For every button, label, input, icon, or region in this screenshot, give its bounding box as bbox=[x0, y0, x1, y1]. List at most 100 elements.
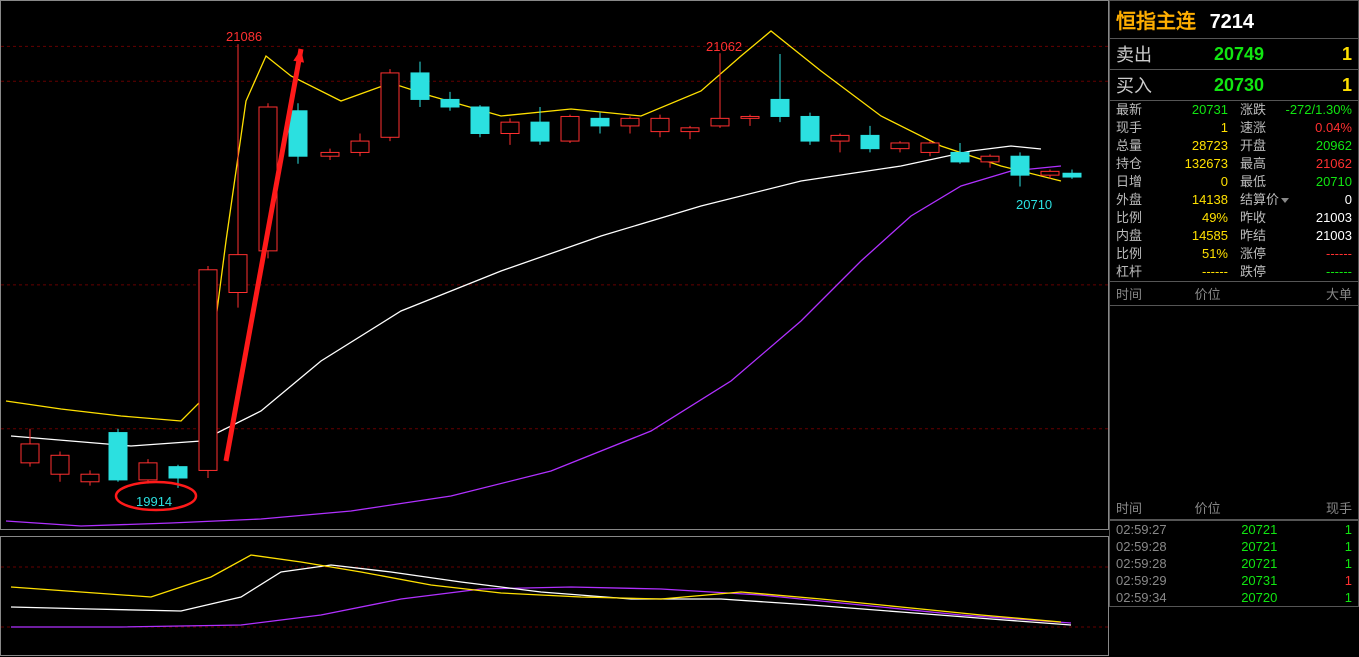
buy-label: 买入 bbox=[1116, 72, 1156, 98]
data-grid-row: 比例 49% 昨收 21003 bbox=[1110, 209, 1358, 227]
data-grid-row: 日增 0 最低 20710 bbox=[1110, 173, 1358, 191]
tick-price: 20721 bbox=[1217, 522, 1301, 537]
tick-row: 02:59:27207211 bbox=[1110, 521, 1358, 538]
grid-value: 14585 bbox=[1192, 227, 1228, 245]
data-grid-row: 外盘 14138 结算价 0 bbox=[1110, 191, 1358, 209]
buy-qty: 1 bbox=[1322, 75, 1352, 96]
grid-value: ------ bbox=[1326, 263, 1352, 281]
tick-price: 20720 bbox=[1217, 590, 1301, 605]
sell-quote[interactable]: 卖出 20749 1 bbox=[1109, 39, 1359, 70]
hdr-time: 时间 bbox=[1116, 284, 1195, 303]
data-grid-row: 内盘 14585 昨结 21003 bbox=[1110, 227, 1358, 245]
main-candlestick-chart[interactable]: 21086 21062 20710 19914 bbox=[0, 0, 1109, 530]
grid-key: 杠杆 bbox=[1116, 263, 1142, 281]
hdr-time2: 时间 bbox=[1116, 498, 1195, 517]
grid-value: 0 bbox=[1345, 191, 1352, 209]
tick-time: 02:59:28 bbox=[1116, 539, 1217, 554]
grid-key: 最新 bbox=[1116, 101, 1142, 119]
tick-row: 02:59:34207201 bbox=[1110, 589, 1358, 606]
ticks-header-top: 时间 价位 大单 bbox=[1109, 282, 1359, 306]
sell-label: 卖出 bbox=[1116, 41, 1156, 67]
grid-value: 21062 bbox=[1316, 155, 1352, 173]
grid-value: ------ bbox=[1202, 263, 1228, 281]
grid-value: 0.04% bbox=[1315, 119, 1352, 137]
tick-price: 20731 bbox=[1217, 573, 1301, 588]
tick-vol: 1 bbox=[1301, 539, 1352, 554]
buy-quote[interactable]: 买入 20730 1 bbox=[1109, 70, 1359, 101]
symbol-title: 恒指主连 7214 bbox=[1109, 0, 1359, 39]
grid-key: 总量 bbox=[1116, 137, 1142, 155]
hdr-vol: 现手 bbox=[1273, 498, 1352, 517]
grid-key: 昨结 bbox=[1240, 227, 1266, 245]
tick-vol: 1 bbox=[1301, 522, 1352, 537]
grid-key: 持仓 bbox=[1116, 155, 1142, 173]
sell-price: 20749 bbox=[1214, 44, 1264, 65]
grid-value: 21003 bbox=[1316, 227, 1352, 245]
quote-panel: 恒指主连 7214 卖出 20749 1 买入 20730 1 最新 20731 涨… bbox=[1109, 0, 1359, 657]
tick-row: 02:59:28207211 bbox=[1110, 538, 1358, 555]
tick-row: 02:59:28207211 bbox=[1110, 555, 1358, 572]
svg-text:19914: 19914 bbox=[136, 494, 172, 509]
indicator-chart[interactable] bbox=[0, 536, 1109, 656]
grid-value: 20962 bbox=[1316, 137, 1352, 155]
grid-value: 49% bbox=[1202, 209, 1228, 227]
grid-value: 0 bbox=[1221, 173, 1228, 191]
grid-key: 最低 bbox=[1240, 173, 1266, 191]
grid-value: 28723 bbox=[1192, 137, 1228, 155]
buy-price: 20730 bbox=[1214, 75, 1264, 96]
grid-key: 涨停 bbox=[1240, 245, 1266, 263]
grid-value: 20710 bbox=[1316, 173, 1352, 191]
grid-key: 跌停 bbox=[1240, 263, 1266, 281]
tick-time: 02:59:29 bbox=[1116, 573, 1217, 588]
hdr-big: 大单 bbox=[1273, 284, 1352, 303]
grid-key: 内盘 bbox=[1116, 227, 1142, 245]
data-grid-row: 现手 1 速涨 0.04% bbox=[1110, 119, 1358, 137]
grid-key: 结算价 bbox=[1240, 191, 1289, 209]
grid-value: -272/1.30% bbox=[1286, 101, 1353, 119]
svg-text:20710: 20710 bbox=[1016, 197, 1052, 212]
grid-value: 1 bbox=[1221, 119, 1228, 137]
grid-value: 51% bbox=[1202, 245, 1228, 263]
symbol-code: 7214 bbox=[1210, 11, 1255, 33]
big-order-list-empty bbox=[1109, 306, 1359, 496]
grid-key: 现手 bbox=[1116, 119, 1142, 137]
symbol-name: 恒指主连 bbox=[1116, 11, 1196, 33]
data-grid-row: 总量 28723 开盘 20962 bbox=[1110, 137, 1358, 155]
dropdown-icon[interactable] bbox=[1281, 198, 1289, 203]
hdr-price: 价位 bbox=[1195, 284, 1274, 303]
tick-row: 02:59:29207311 bbox=[1110, 572, 1358, 589]
tick-time: 02:59:27 bbox=[1116, 522, 1217, 537]
data-grid-row: 持仓 132673 最高 21062 bbox=[1110, 155, 1358, 173]
grid-key: 最高 bbox=[1240, 155, 1266, 173]
tick-vol: 1 bbox=[1301, 590, 1352, 605]
grid-value: 132673 bbox=[1185, 155, 1228, 173]
grid-value: 14138 bbox=[1192, 191, 1228, 209]
svg-text:21086: 21086 bbox=[226, 29, 262, 44]
grid-key: 外盘 bbox=[1116, 191, 1142, 209]
tick-price: 20721 bbox=[1217, 556, 1301, 571]
grid-value: ------ bbox=[1326, 245, 1352, 263]
data-grid: 最新 20731 涨跌 -272/1.30% 现手 1 速涨 0.04% 总量 28723 开盘 20… bbox=[1109, 101, 1359, 282]
svg-text:21062: 21062 bbox=[706, 39, 742, 54]
grid-key: 日增 bbox=[1116, 173, 1142, 191]
data-grid-row: 比例 51% 涨停 ------ bbox=[1110, 245, 1358, 263]
tick-price: 20721 bbox=[1217, 539, 1301, 554]
tick-list[interactable]: 02:59:2720721102:59:2820721102:59:282072… bbox=[1109, 520, 1359, 607]
tick-time: 02:59:28 bbox=[1116, 556, 1217, 571]
sell-qty: 1 bbox=[1322, 44, 1352, 65]
tick-time: 02:59:34 bbox=[1116, 590, 1217, 605]
data-grid-row: 杠杆 ------ 跌停 ------ bbox=[1110, 263, 1358, 281]
grid-value: 21003 bbox=[1316, 209, 1352, 227]
hdr-price2: 价位 bbox=[1195, 498, 1274, 517]
grid-key: 比例 bbox=[1116, 209, 1142, 227]
grid-key: 昨收 bbox=[1240, 209, 1266, 227]
ticks-header-bottom: 时间 价位 现手 bbox=[1109, 496, 1359, 520]
tick-vol: 1 bbox=[1301, 556, 1352, 571]
grid-key: 比例 bbox=[1116, 245, 1142, 263]
grid-key: 涨跌 bbox=[1240, 101, 1266, 119]
grid-value: 20731 bbox=[1192, 101, 1228, 119]
tick-vol: 1 bbox=[1301, 573, 1352, 588]
data-grid-row: 最新 20731 涨跌 -272/1.30% bbox=[1110, 101, 1358, 119]
grid-key: 速涨 bbox=[1240, 119, 1266, 137]
grid-key: 开盘 bbox=[1240, 137, 1266, 155]
